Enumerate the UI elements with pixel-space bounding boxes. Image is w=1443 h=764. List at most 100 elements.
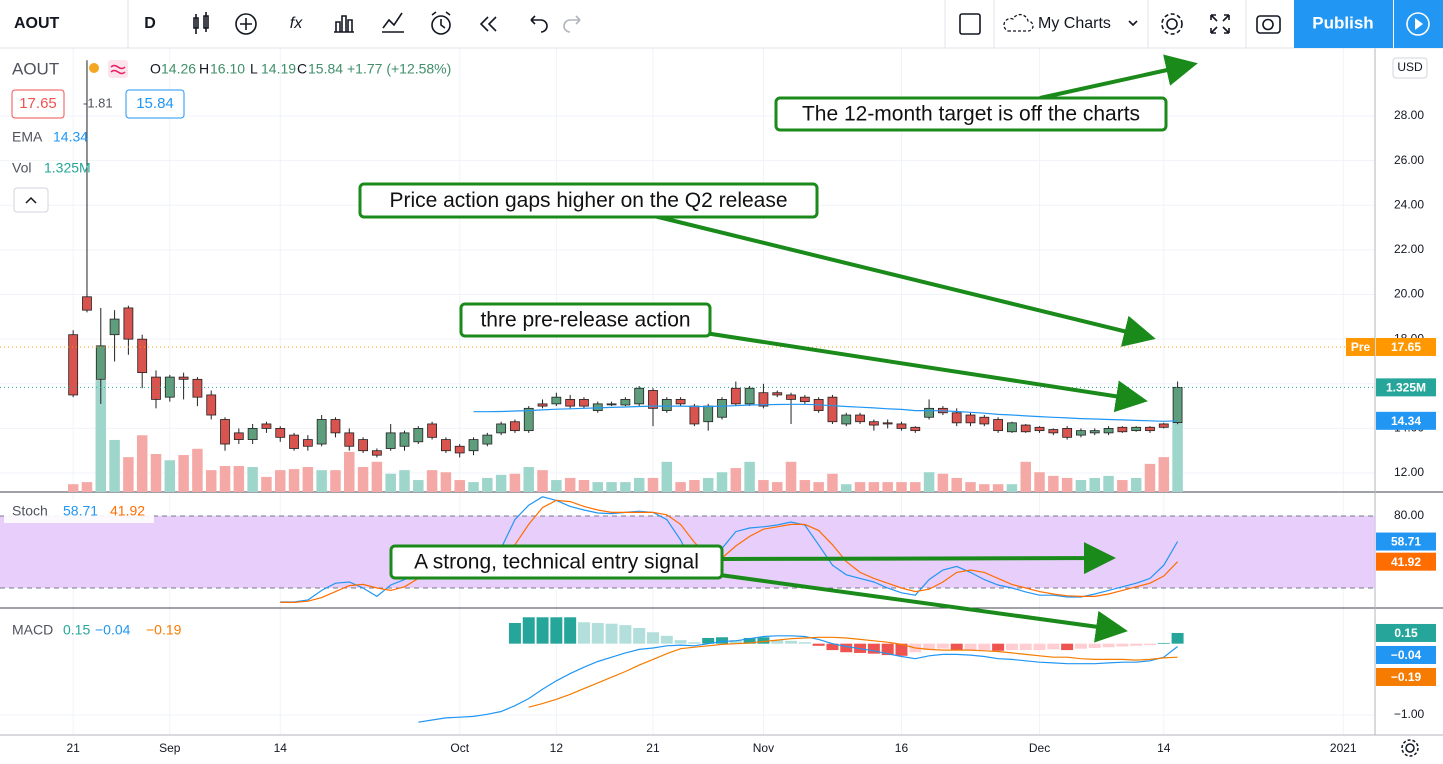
symbol-search[interactable]: AOUT [14, 15, 60, 32]
candle-style-button[interactable] [193, 12, 209, 34]
volume-bar [965, 482, 976, 492]
settings-button[interactable] [1161, 13, 1183, 35]
candle-body [399, 432, 410, 447]
volume-bar [689, 480, 700, 492]
volume-bar [302, 467, 314, 492]
publish-label[interactable]: Publish [1312, 13, 1373, 32]
undo-button[interactable] [530, 15, 548, 33]
candle-body [275, 428, 286, 438]
volume-bar [468, 482, 479, 492]
volume-bar [95, 380, 107, 492]
price-badge-label: 0.15 [1394, 626, 1418, 640]
stoch-legend-title: Stoch [12, 503, 48, 519]
redo-button[interactable] [563, 15, 581, 33]
candle-body [979, 416, 990, 425]
market-status-icon [89, 63, 99, 73]
volume-bar [564, 477, 576, 492]
volume-bar [1061, 477, 1073, 492]
select-layout-button[interactable] [959, 13, 981, 35]
macd-histogram-bar [950, 643, 963, 651]
macd-histogram-bar [757, 637, 770, 644]
macd-histogram-bar [716, 637, 729, 644]
macd-histogram-bar [564, 617, 577, 644]
macd-histogram-bar [1047, 643, 1060, 650]
alert-line-button[interactable] [382, 12, 404, 33]
macd-histogram-bar [674, 640, 687, 644]
snapshot-button[interactable] [1256, 15, 1281, 34]
volume-bar [1158, 457, 1170, 492]
publish-button[interactable] [1294, 0, 1393, 48]
volume-bar [426, 470, 438, 492]
volume-bar [702, 477, 714, 492]
y-tick-label: 26.00 [1394, 153, 1424, 167]
macd-histogram-bar [1157, 642, 1170, 644]
chart-settings-button[interactable] [1401, 739, 1419, 757]
candle-body [634, 387, 645, 405]
macd-histogram-bar [1102, 643, 1115, 648]
legend-symbol: AOUT [12, 59, 59, 78]
volume-bar [344, 451, 355, 492]
volume-bar [150, 454, 162, 492]
macd-line [418, 635, 1178, 723]
price-badge [1376, 645, 1436, 664]
ohlc-key: H [199, 61, 209, 77]
macd-legend-value: −0.19 [146, 622, 182, 638]
volume-bar [1034, 472, 1045, 492]
macd-histogram-bar [702, 637, 715, 644]
annotation-text: The 12-month target is off the charts [802, 103, 1140, 126]
candle-body [82, 296, 92, 311]
macd-legend-value: 0.15 [63, 622, 90, 638]
macd-histogram-bar [633, 627, 646, 644]
bid-box[interactable] [125, 89, 185, 119]
x-tick-label: 2021 [1330, 741, 1357, 755]
volume-bar [123, 457, 134, 492]
alert-button[interactable] [431, 11, 451, 35]
ask-box[interactable] [11, 89, 65, 119]
candle-body [910, 426, 921, 432]
price-badge [1376, 337, 1436, 356]
candle-body [123, 307, 134, 340]
y-tick-label: 80.00 [1394, 508, 1424, 522]
ohlc-value: 15.84 [308, 61, 343, 77]
candle-body [1048, 429, 1059, 434]
replay-button[interactable] [479, 16, 497, 32]
candle-body [523, 407, 534, 432]
candle-body [68, 334, 79, 396]
volume-bar [758, 480, 769, 492]
currency-label: USD [1397, 60, 1423, 74]
volume-bar [385, 473, 396, 492]
my-charts-button[interactable]: My Charts [1038, 15, 1111, 32]
macd-histogram-bar [840, 643, 853, 653]
volume-bar [868, 482, 880, 492]
volume-bar [771, 482, 783, 492]
macd-histogram-bar [660, 635, 673, 644]
volume-bar [578, 480, 590, 492]
candle-body [537, 403, 548, 407]
collapse-legend-button[interactable] [13, 187, 49, 213]
volume-bar [551, 480, 562, 492]
templates-button[interactable] [334, 15, 354, 33]
volume-bar [827, 473, 838, 492]
volume-bar [219, 465, 231, 492]
price-badge [1376, 378, 1436, 397]
arrow [719, 573, 1128, 643]
fullscreen-button[interactable] [1210, 14, 1230, 34]
y-tick-label: 28.00 [1394, 108, 1424, 122]
chevron [25, 196, 37, 204]
x-tick-label: 14 [274, 741, 288, 755]
candle-body [316, 419, 327, 445]
compare-button[interactable] [235, 13, 257, 35]
volume-bar [274, 470, 286, 492]
candle-body [441, 439, 451, 452]
volume-bar [592, 482, 604, 492]
volume-bar [979, 484, 990, 492]
macd-legend-value: −0.04 [95, 622, 131, 638]
candle-body [454, 445, 465, 454]
price-badge [1376, 623, 1436, 642]
indicators-button[interactable]: fx [290, 15, 303, 32]
candle-body [1034, 426, 1045, 432]
interval-button[interactable]: D [144, 15, 156, 32]
volume-bar [661, 461, 673, 492]
volume-bar [992, 484, 1004, 492]
ohlc-key: C [297, 61, 307, 77]
